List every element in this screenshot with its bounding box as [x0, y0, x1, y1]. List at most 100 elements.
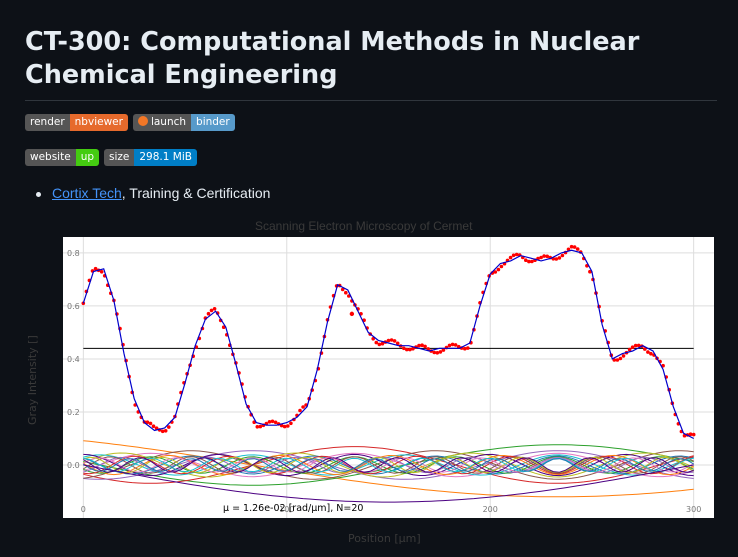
data-point — [380, 341, 385, 346]
y-axis-label: Gray Intensity [] — [26, 335, 39, 425]
data-point — [438, 350, 443, 354]
binder-badge[interactable]: launch binder — [132, 114, 235, 131]
data-point — [258, 424, 263, 429]
data-point — [417, 343, 421, 348]
badge-row-1: render nbviewer launch binder — [25, 114, 235, 131]
x-axis-label: Position [μm] — [348, 532, 421, 545]
data-point — [298, 408, 302, 413]
data-point — [395, 341, 400, 346]
list-item-suffix: , Training & Certification — [121, 185, 271, 201]
data-point — [209, 308, 214, 313]
data-point — [691, 432, 696, 437]
data-point — [630, 345, 635, 350]
data-point — [426, 347, 431, 351]
data-point — [154, 426, 159, 431]
data-point — [432, 350, 437, 355]
data-point — [270, 419, 275, 424]
data-point — [633, 343, 638, 348]
data-point — [386, 338, 391, 343]
data-point — [286, 424, 290, 428]
basis-curve — [83, 454, 694, 476]
basis-curve — [83, 455, 694, 475]
size-badge[interactable]: size 298.1 MiB — [104, 149, 197, 166]
data-point — [447, 343, 452, 348]
basis-functions — [83, 440, 694, 503]
data-point — [371, 337, 376, 341]
data-point — [255, 425, 260, 429]
link-list: Cortix Tech, Training & Certification — [36, 185, 270, 201]
data-point — [572, 245, 577, 249]
data-point — [618, 356, 623, 361]
data-point — [542, 254, 546, 258]
website-badge[interactable]: website up — [25, 149, 100, 166]
basis-curve — [83, 450, 694, 480]
data-point — [615, 358, 620, 362]
data-point — [627, 347, 632, 352]
data-point — [163, 429, 168, 433]
data-point — [212, 307, 217, 311]
data-point — [511, 253, 516, 258]
data-point — [151, 424, 156, 429]
data-point — [389, 338, 394, 342]
fit-line — [82, 249, 694, 440]
badge-value: nbviewer — [69, 114, 128, 131]
basis-curve — [83, 453, 694, 477]
data-point — [514, 252, 519, 257]
data-point — [344, 290, 348, 295]
data-point — [408, 347, 412, 352]
chart-title: Scanning Electron Microscopy of Cermet — [255, 219, 473, 233]
data-point — [377, 342, 382, 347]
x-tick-label: 200 — [483, 505, 498, 514]
data-point — [569, 244, 574, 249]
basis-curve — [83, 456, 694, 474]
data-point — [539, 255, 543, 260]
data-point — [273, 420, 278, 425]
badge-row-2: website up size 298.1 MiB — [25, 149, 197, 166]
badge-label: website — [25, 149, 76, 166]
nbviewer-badge[interactable]: render nbviewer — [25, 114, 128, 131]
data-point — [267, 420, 272, 424]
basis-curve — [83, 457, 694, 473]
x-tick-label: 100 — [279, 505, 294, 514]
cortix-tech-link[interactable]: Cortix Tech — [52, 185, 122, 201]
data-point — [423, 344, 427, 349]
data-point — [466, 346, 470, 350]
data-point — [456, 344, 461, 349]
axis-ticks: 0 100 200 300 0.0 0.2 0.4 0.6 0.8 — [67, 249, 701, 514]
badge-label-wrap: launch — [132, 114, 192, 131]
data-point — [148, 421, 153, 426]
data-point — [402, 346, 406, 351]
data-point — [560, 253, 565, 258]
basis-curve — [83, 457, 694, 473]
y-tick-label: 0.8 — [67, 249, 80, 258]
basis-curve — [83, 458, 694, 472]
data-point — [340, 287, 345, 292]
badge-label: launch — [150, 116, 187, 128]
data-point — [463, 346, 467, 351]
data-point — [649, 351, 653, 356]
data-point — [530, 259, 534, 264]
data-point — [374, 340, 379, 345]
data-point — [557, 256, 562, 260]
basis-curve — [83, 440, 694, 498]
data-point — [621, 354, 626, 358]
data-point — [405, 347, 409, 352]
data-point — [392, 339, 397, 343]
y-tick-label: 0.2 — [67, 408, 80, 417]
title-divider — [25, 100, 717, 101]
page-title: CT-300: Computational Methods in Nuclear… — [25, 27, 640, 90]
rocket-icon — [137, 116, 148, 126]
data-point — [524, 258, 528, 263]
data-point — [453, 343, 458, 347]
bullet-icon — [36, 191, 41, 197]
data-point — [167, 425, 171, 429]
list-item: Cortix Tech, Training & Certification — [36, 185, 270, 201]
chart-annotation: μ = 1.26e-02 [rad/μm], N=20 — [223, 503, 363, 514]
data-point — [545, 254, 549, 259]
data-point — [575, 247, 580, 251]
badge-label: size — [104, 149, 135, 166]
data-point — [588, 269, 592, 274]
badge-value: up — [75, 149, 100, 166]
data-point — [289, 421, 293, 426]
